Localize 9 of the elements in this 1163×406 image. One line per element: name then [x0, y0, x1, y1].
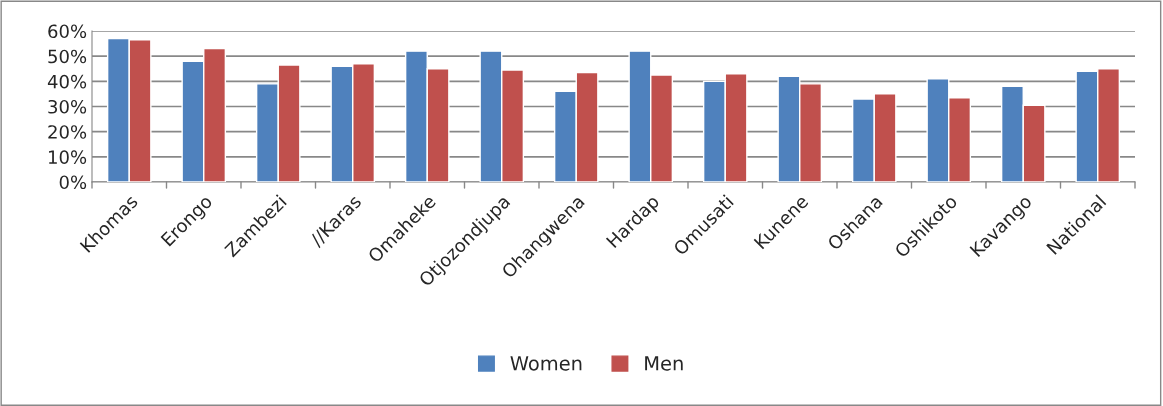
y-tick-label: 50%: [48, 49, 87, 64]
legend-label: Men: [645, 356, 683, 371]
y-tick-label: 60%: [48, 24, 87, 39]
y-tick-label: 30%: [48, 99, 87, 114]
legend-label: Women: [510, 356, 582, 371]
y-tick-label: 40%: [47, 74, 87, 89]
y-tick-label: 10%: [48, 150, 87, 164]
y-tick-label: 20%: [48, 125, 87, 139]
y-tick-label: 0%: [59, 175, 87, 190]
